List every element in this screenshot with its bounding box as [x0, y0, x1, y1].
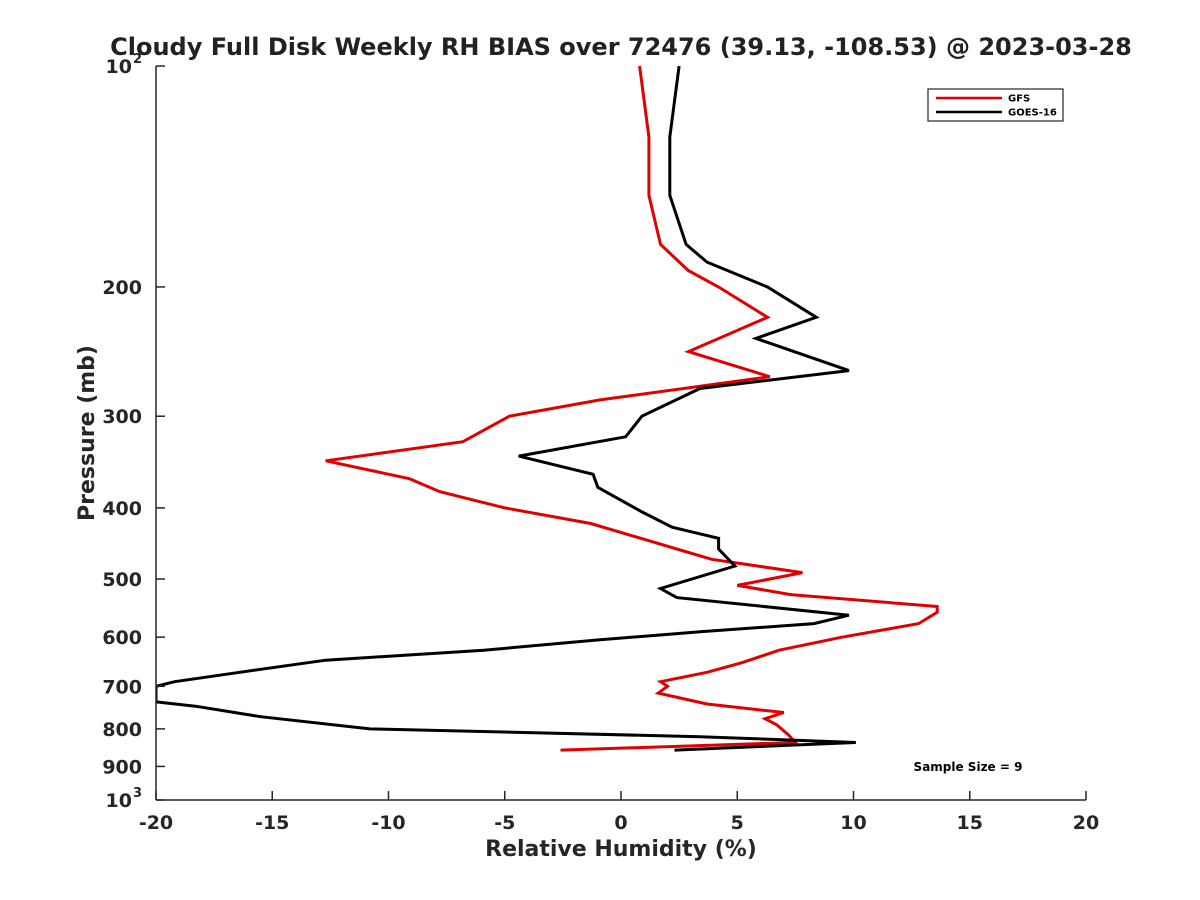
- y-tick-label: 500: [102, 569, 142, 591]
- plot-area: [156, 66, 1086, 800]
- x-tick-label: -15: [255, 812, 289, 834]
- series-group: [156, 66, 939, 752]
- y-tick-exponent: 3: [133, 786, 142, 801]
- x-tick-label: -10: [371, 812, 405, 834]
- y-tick-label: 700: [102, 676, 142, 698]
- x-tick-label: -20: [139, 812, 173, 834]
- x-tick-label: -5: [494, 812, 515, 834]
- x-axis-label: Relative Humidity (%): [485, 837, 757, 862]
- y-tick-label: 10: [106, 56, 132, 78]
- y-tick-label: 900: [102, 756, 142, 778]
- series-line-gfs: [325, 66, 939, 752]
- y-tick-label: 300: [102, 406, 142, 428]
- y-tick-label: 10: [106, 790, 132, 812]
- x-tick-label: 15: [957, 812, 983, 834]
- x-tick-label: 5: [731, 812, 744, 834]
- y-tick-label: 800: [102, 719, 142, 741]
- legend-box: [927, 88, 1064, 122]
- y-tick-label: 600: [102, 627, 142, 649]
- sample-size-annotation: Sample Size = 9: [914, 760, 1023, 774]
- x-ticks: -20 -15 -10 -5 0 5 10 15 20: [139, 791, 1099, 834]
- y-tick-exponent: 2: [133, 52, 142, 67]
- y-axis-label: Pressure (mb): [75, 345, 100, 521]
- x-tick-label: 0: [614, 812, 627, 834]
- y-tick-label: 400: [102, 498, 142, 520]
- x-tick-label: 10: [840, 812, 866, 834]
- legend-label: GFS: [1008, 94, 1030, 105]
- x-tick-label: 20: [1073, 812, 1099, 834]
- legend-label: GOES-16: [1008, 108, 1057, 119]
- series-line-goes-16: [156, 66, 856, 752]
- legend: GFS GOES-16: [927, 88, 1064, 122]
- chart-title: Cloudy Full Disk Weekly RH BIAS over 724…: [110, 33, 1132, 61]
- y-tick-label: 200: [102, 277, 142, 299]
